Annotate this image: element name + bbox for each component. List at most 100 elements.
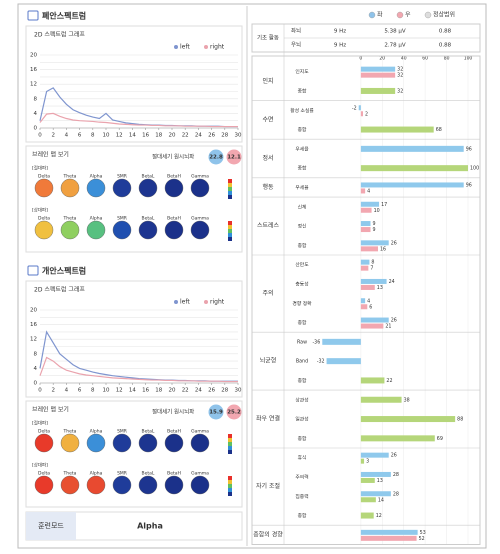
color-scale — [228, 237, 232, 241]
section-icon — [27, 10, 39, 21]
row-label: 종합 — [298, 435, 307, 442]
table-cell: 0.88 — [439, 43, 452, 49]
y-tick-label: 16 — [30, 67, 37, 73]
row-label: 정신 — [298, 223, 307, 230]
bar-value: 4 — [367, 298, 370, 304]
color-scale — [228, 225, 232, 229]
group-label: 종합의 경향 — [253, 530, 283, 538]
x-tick-label: 26 — [208, 388, 215, 394]
table-cell: 9 Hz — [334, 29, 346, 35]
bar-value: 26 — [391, 453, 397, 459]
bar-value: 9 — [373, 227, 376, 233]
brain-map — [34, 220, 54, 240]
brain-map — [112, 433, 132, 453]
bar — [358, 105, 361, 111]
row-label: 주의력 — [295, 473, 308, 480]
row-label: 종합 — [298, 126, 307, 133]
x-tick-label: 10 — [103, 388, 110, 394]
bar-value: 26 — [391, 318, 397, 324]
bar — [360, 165, 468, 172]
power-title: 절대세기 원시뇌파 — [152, 408, 194, 416]
y-tick-label: 12 — [30, 82, 37, 88]
color-scale — [228, 446, 232, 450]
color-scale — [228, 442, 232, 446]
row-label: 상관성 — [295, 396, 308, 403]
color-scale — [228, 233, 232, 237]
brain-map — [60, 433, 80, 453]
bar — [322, 338, 361, 345]
bar — [360, 278, 387, 284]
chart-title: 2D 스펙트럼 그래프 — [34, 286, 85, 294]
x-tick-label: 4 — [65, 388, 69, 394]
series-line — [39, 112, 238, 128]
band-label: Theta — [63, 471, 77, 477]
bar-value: 100 — [470, 166, 479, 172]
brain-map — [190, 433, 210, 453]
brain-map — [164, 178, 184, 198]
band-label: Theta — [63, 429, 77, 435]
brain-box — [25, 400, 243, 508]
bar — [360, 491, 391, 497]
bar — [360, 396, 402, 403]
mode-label: 훈련모드 — [38, 521, 64, 530]
bar — [360, 182, 464, 188]
band-label: Delta — [38, 216, 50, 222]
bar — [360, 304, 368, 310]
band-label: Delta — [38, 429, 50, 435]
x-tick-label: 22 — [182, 388, 189, 394]
bar — [360, 246, 378, 252]
table-cell: 5.38 µV — [384, 29, 405, 35]
bar-value: 16 — [380, 246, 386, 252]
band-label: Alpha — [90, 471, 103, 477]
x-tick-label: 4 — [65, 133, 69, 139]
color-scale — [228, 195, 232, 199]
brain-map — [112, 220, 132, 240]
y-tick-label: 12 — [30, 337, 37, 343]
power-badge — [208, 149, 224, 165]
row-label: 활성 소실률 — [290, 107, 314, 114]
mode-label-box — [26, 512, 76, 540]
bar-value: 24 — [389, 279, 395, 285]
brain-map — [138, 178, 158, 198]
band-label: SMR — [117, 429, 127, 435]
map-row-label: [절대파] — [32, 420, 48, 427]
y-tick-label: 8 — [34, 96, 38, 102]
bar — [360, 240, 389, 246]
legend-swatch — [204, 300, 208, 304]
group-label: 행동 — [262, 183, 274, 191]
x-tick-label: 6 — [78, 388, 82, 394]
color-scale — [228, 229, 232, 233]
bar — [360, 458, 365, 464]
bar — [360, 416, 456, 423]
color-scale — [228, 434, 232, 438]
x-tick-label: 80 — [444, 56, 450, 62]
group-label: 주의 — [262, 289, 273, 297]
band-label: BetaH — [167, 429, 181, 435]
y-tick-label: 4 — [34, 366, 38, 372]
brain-box — [25, 145, 243, 253]
x-tick-label: 0 — [359, 56, 362, 62]
mode-value: Alpha — [137, 522, 163, 531]
band-label: Alpha — [90, 174, 103, 180]
x-tick-label: 26 — [208, 133, 215, 139]
power-badge — [226, 404, 242, 420]
row-label: 종합 — [298, 87, 307, 94]
band-label: Delta — [38, 471, 50, 477]
bar-value: 22 — [386, 378, 392, 384]
row-label: 신체 — [298, 203, 307, 210]
row-label: 충동성 — [295, 280, 308, 287]
bar-value: -36 — [312, 339, 320, 345]
band-label: SMR — [117, 216, 127, 222]
legend-label: left — [180, 299, 190, 306]
map-row-label: [상대파] — [32, 462, 48, 469]
x-tick-label: 14 — [129, 388, 136, 394]
brain-map — [112, 178, 132, 198]
y-tick-label: 20 — [30, 308, 37, 314]
bar — [360, 66, 396, 72]
brain-map — [190, 220, 210, 240]
row-label: 경향 정확 — [292, 300, 312, 307]
group-label: 뇌균형 — [260, 357, 277, 365]
bar — [360, 323, 384, 329]
bar-value: 69 — [437, 436, 443, 442]
bar-value: 7 — [370, 266, 373, 272]
